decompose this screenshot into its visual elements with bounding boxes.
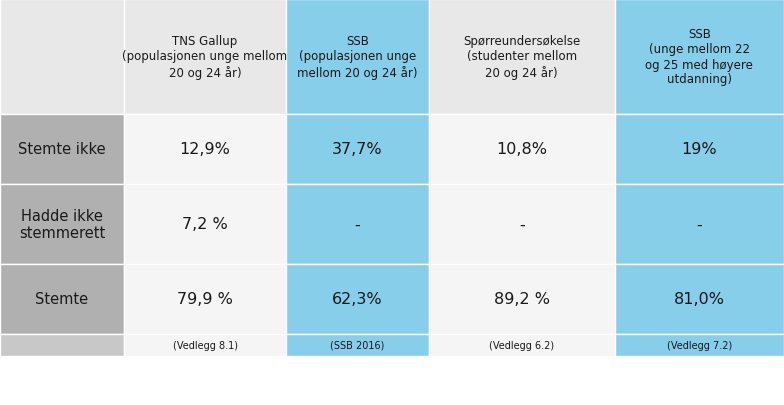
Bar xyxy=(0,115,124,185)
Text: Spørreundersøkelse
(studenter mellom
20 og 24 år): Spørreundersøkelse (studenter mellom 20 … xyxy=(463,35,580,79)
Text: 79,9 %: 79,9 % xyxy=(177,292,233,307)
Text: 19%: 19% xyxy=(681,142,717,157)
Bar xyxy=(0,0,124,115)
Bar xyxy=(615,264,784,334)
Bar xyxy=(286,264,429,334)
Text: (Vedlegg 7.2): (Vedlegg 7.2) xyxy=(666,340,732,350)
Text: 81,0%: 81,0% xyxy=(673,292,725,307)
Bar xyxy=(286,115,429,185)
Bar xyxy=(0,185,124,264)
Bar xyxy=(615,115,784,185)
Bar xyxy=(124,115,286,185)
Bar xyxy=(429,115,615,185)
Text: (Vedlegg 6.2): (Vedlegg 6.2) xyxy=(489,340,554,350)
Bar xyxy=(615,334,784,356)
Bar xyxy=(124,0,286,115)
Text: Stemte: Stemte xyxy=(35,292,89,307)
Bar xyxy=(124,264,286,334)
Bar xyxy=(429,185,615,264)
Bar xyxy=(429,264,615,334)
Bar xyxy=(286,0,429,115)
Text: -: - xyxy=(519,217,524,232)
Text: -: - xyxy=(696,217,702,232)
Text: TNS Gallup
(populasjonen unge mellom
20 og 24 år): TNS Gallup (populasjonen unge mellom 20 … xyxy=(122,35,288,79)
Bar xyxy=(0,334,124,356)
Bar xyxy=(615,185,784,264)
Text: 62,3%: 62,3% xyxy=(332,292,383,307)
Text: 12,9%: 12,9% xyxy=(180,142,230,157)
Text: (SSB 2016): (SSB 2016) xyxy=(330,340,385,350)
Bar xyxy=(286,185,429,264)
Text: -: - xyxy=(354,217,361,232)
Bar xyxy=(429,0,615,115)
Text: SSB
(unge mellom 22
og 25 med høyere
utdanning): SSB (unge mellom 22 og 25 med høyere utd… xyxy=(645,28,753,86)
Text: (Vedlegg 8.1): (Vedlegg 8.1) xyxy=(172,340,238,350)
Text: 7,2 %: 7,2 % xyxy=(182,217,228,232)
Bar xyxy=(429,334,615,356)
Text: Stemte ikke: Stemte ikke xyxy=(18,142,106,157)
Bar xyxy=(286,334,429,356)
Bar xyxy=(124,185,286,264)
Text: 89,2 %: 89,2 % xyxy=(494,292,550,307)
Bar xyxy=(124,334,286,356)
Text: Hadde ikke
stemmerett: Hadde ikke stemmerett xyxy=(19,208,105,241)
Bar xyxy=(615,0,784,115)
Text: SSB
(populasjonen unge
mellom 20 og 24 år): SSB (populasjonen unge mellom 20 og 24 å… xyxy=(297,35,418,79)
Text: 37,7%: 37,7% xyxy=(332,142,383,157)
Bar xyxy=(0,264,124,334)
Text: 10,8%: 10,8% xyxy=(496,142,547,157)
